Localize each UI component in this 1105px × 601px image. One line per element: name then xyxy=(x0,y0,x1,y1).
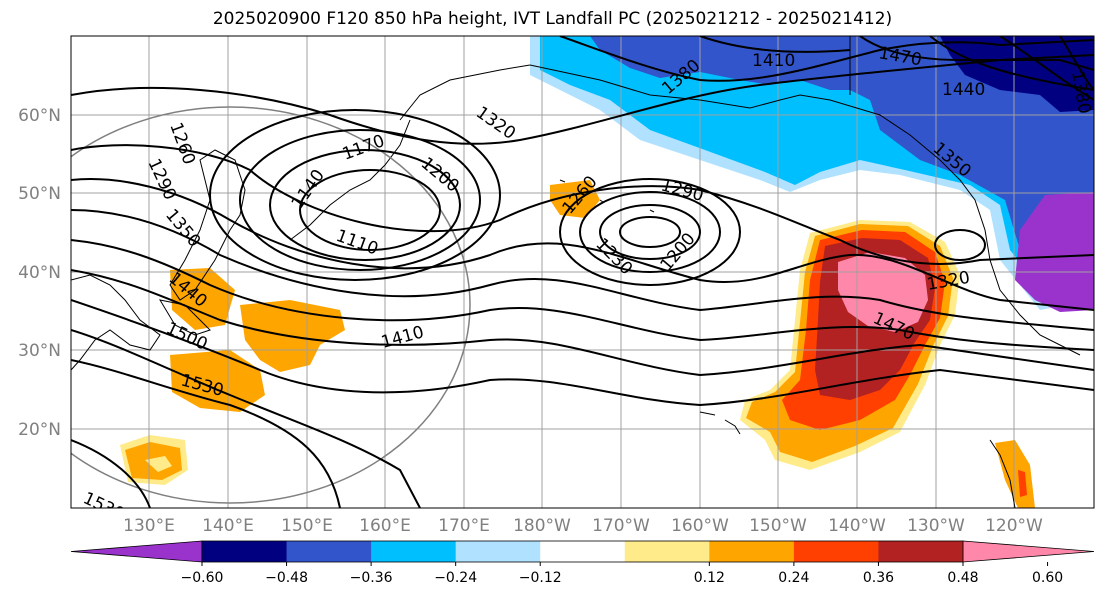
lon-label: 140°E xyxy=(202,516,254,536)
coastlines xyxy=(71,36,1081,508)
colorbar-tick-label: 0.36 xyxy=(863,570,894,586)
colorbar-segment xyxy=(371,541,457,562)
lat-label: 60°N xyxy=(18,106,61,126)
colorbar-tick-label: 0.24 xyxy=(778,570,809,586)
lat-label: 40°N xyxy=(18,263,61,283)
contour-label: 1440 xyxy=(942,80,985,100)
colorbar-segment xyxy=(709,541,795,562)
lon-label: 170°E xyxy=(438,516,490,536)
lon-label: 130°W xyxy=(907,516,965,536)
colorbar-extension-max xyxy=(962,540,1095,563)
latitude-labels: 60°N 50°N 40°N 30°N 20°N xyxy=(18,106,61,440)
colorbar-tick-label: −0.60 xyxy=(181,570,224,586)
colorbar-tick-label: −0.12 xyxy=(519,570,562,586)
positive-patch-baja-red xyxy=(1018,470,1027,497)
height-contours xyxy=(71,36,1094,508)
colorbar-segment xyxy=(202,541,288,562)
lon-label: 170°W xyxy=(592,516,650,536)
ivt-shading xyxy=(120,36,1094,508)
colorbar-tick-label: 0.12 xyxy=(694,570,725,586)
contour-label: 1410 xyxy=(752,51,795,71)
colorbar-tick-label: −0.48 xyxy=(265,570,308,586)
colorbar-tick-label: −0.24 xyxy=(434,570,477,586)
colorbar: −0.60 −0.48 −0.36 −0.24 −0.12 0.12 0.24 0.36 0.4… xyxy=(70,540,1095,586)
colorbar-border xyxy=(201,540,964,563)
lon-label: 160°E xyxy=(359,516,411,536)
colorbar-segment xyxy=(455,541,541,562)
colorbar-extension-min xyxy=(70,540,203,563)
positive-patch-sw-hole xyxy=(145,456,172,472)
lon-label: 120°W xyxy=(985,516,1043,536)
colorbar-tick-label: 0.48 xyxy=(947,570,978,586)
colorbar-tick-label: −0.36 xyxy=(350,570,393,586)
range-circle xyxy=(71,106,471,504)
positive-patch-japan xyxy=(170,268,235,330)
lon-label: 150°E xyxy=(281,516,333,536)
colorbar-segment xyxy=(878,541,964,562)
colorbar-segment xyxy=(793,541,879,562)
colorbar-tick-label: 0.60 xyxy=(1032,570,1063,586)
longitude-labels: 130°E 140°E 150°E 160°E 170°E 180°W 170°… xyxy=(123,516,1043,536)
positive-patch-west-2 xyxy=(170,350,265,412)
lat-label: 30°N xyxy=(18,341,61,361)
lat-label: 20°N xyxy=(18,420,61,440)
lon-label: 140°W xyxy=(828,516,886,536)
lon-label: 160°W xyxy=(671,516,729,536)
colorbar-segment xyxy=(286,541,372,562)
positive-patch-midpacific xyxy=(550,180,600,218)
lon-label: 180°W xyxy=(513,516,571,536)
map-title: 2025020900 F120 850 hPa height, IVT Land… xyxy=(212,9,893,29)
map-frame xyxy=(70,35,1095,509)
lon-label: 150°W xyxy=(749,516,807,536)
negative-region-blue xyxy=(590,36,1094,300)
negative-region-purple xyxy=(1015,192,1094,312)
lat-label: 50°N xyxy=(18,184,61,204)
colorbar-segment xyxy=(540,541,626,562)
lon-label: 130°E xyxy=(123,516,175,536)
colorbar-segment xyxy=(624,541,710,562)
